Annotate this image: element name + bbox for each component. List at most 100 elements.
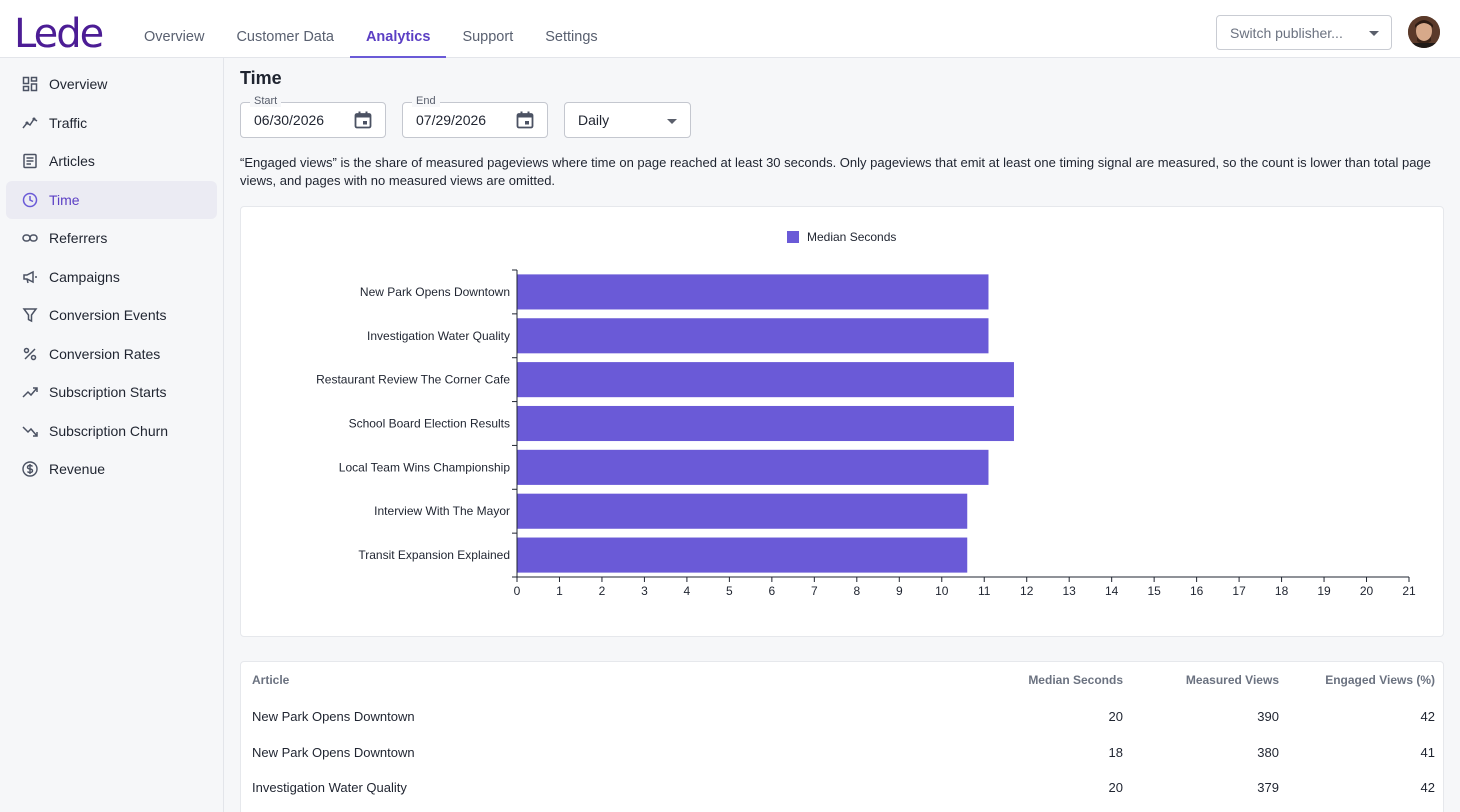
percent-icon	[23, 347, 37, 361]
publisher-placeholder: Switch publisher...	[1230, 25, 1343, 41]
articles-table: Article Median Seconds Measured Views En…	[240, 661, 1444, 812]
x-tick-label: 21	[1402, 584, 1416, 598]
publisher-select[interactable]: Switch publisher...	[1216, 15, 1392, 50]
sidebar-item-label: Conversion Events	[49, 307, 167, 323]
bar	[517, 274, 989, 310]
bar	[517, 318, 989, 354]
table-row[interactable]: Investigation Water Quality 20 379 42	[241, 770, 1443, 805]
x-tick-label: 17	[1232, 584, 1246, 598]
bar	[517, 493, 968, 529]
x-tick-label: 15	[1147, 584, 1161, 598]
sidebar: Overview Traffic Articles Time Referrers…	[0, 58, 224, 812]
dashboard-icon	[22, 76, 38, 92]
sidebar-item-label: Revenue	[49, 461, 106, 477]
x-tick-label: 1	[556, 584, 563, 598]
period-value: Daily	[578, 112, 610, 128]
calendar-icon[interactable]	[515, 110, 535, 130]
category-label: Investigation Water Quality	[367, 329, 510, 343]
column-header-engaged-views[interactable]: Engaged Views (%)	[1325, 673, 1435, 687]
tab-support[interactable]: Support	[462, 29, 514, 45]
start-date-value[interactable]: 06/30/2026	[254, 112, 325, 128]
cell-article: New Park Opens Downtown	[252, 745, 415, 760]
cell-engaged-views: 42	[1420, 780, 1435, 795]
link-icon	[22, 234, 38, 242]
table-row[interactable]: New Park Opens Downtown 18 380 41	[241, 735, 1443, 770]
start-date-label: Start	[250, 95, 282, 107]
sidebar-item-time[interactable]: Time	[6, 181, 217, 219]
sidebar-item-label: Subscription Churn	[49, 423, 169, 439]
x-tick-label: 0	[514, 584, 521, 598]
x-tick-label: 5	[726, 584, 733, 598]
x-tick-label: 10	[935, 584, 949, 598]
sidebar-item-conversion-events[interactable]: Conversion Events	[6, 296, 217, 334]
cell-engaged-views: 42	[1420, 709, 1435, 724]
start-date-field[interactable]: Start 06/30/2026	[240, 95, 386, 138]
sidebar-item-label: Subscription Starts	[49, 384, 167, 400]
sidebar-item-conversion-rates[interactable]: Conversion Rates	[6, 335, 217, 373]
end-date-field[interactable]: End 07/29/2026	[402, 95, 548, 138]
sidebar-item-revenue[interactable]: Revenue	[6, 450, 217, 488]
sidebar-item-subscription-churn[interactable]: Subscription Churn	[6, 412, 217, 450]
cell-measured-views: 379	[1257, 780, 1279, 795]
sidebar-item-traffic[interactable]: Traffic	[6, 104, 217, 142]
tab-analytics[interactable]: Analytics	[349, 0, 447, 58]
column-header-article[interactable]: Article	[252, 673, 290, 687]
dollar-icon	[22, 461, 38, 477]
megaphone-icon	[23, 270, 37, 284]
chevron-down-icon	[1369, 31, 1379, 36]
sidebar-item-label: Articles	[49, 153, 95, 169]
avatar[interactable]	[1408, 16, 1440, 48]
x-tick-label: 14	[1105, 584, 1119, 598]
bar	[517, 449, 989, 485]
category-label: New Park Opens Downtown	[360, 285, 510, 299]
sidebar-item-campaigns[interactable]: Campaigns	[6, 258, 217, 296]
calendar-icon[interactable]	[353, 110, 373, 130]
end-date-label: End	[412, 95, 440, 107]
sidebar-item-label: Referrers	[49, 230, 108, 246]
column-header-median-seconds[interactable]: Median Seconds	[1028, 673, 1123, 687]
tab-overview[interactable]: Overview	[144, 29, 205, 45]
category-label: Transit Expansion Explained	[358, 548, 510, 562]
sidebar-item-label: Traffic	[49, 115, 88, 131]
x-tick-label: 6	[769, 584, 776, 598]
sidebar-item-label: Overview	[49, 76, 108, 92]
legend-label: Median Seconds	[807, 230, 896, 244]
sidebar-item-overview[interactable]: Overview	[6, 65, 217, 103]
cell-engaged-views: 41	[1420, 745, 1435, 760]
table-row[interactable]: New Park Opens Downtown 20 390 42	[241, 699, 1443, 734]
app-logo[interactable]: Lede	[14, 11, 104, 57]
sidebar-item-articles[interactable]: Articles	[6, 142, 217, 180]
end-date-value[interactable]: 07/29/2026	[416, 112, 487, 128]
sidebar-item-label: Campaigns	[49, 269, 120, 285]
cell-article: Investigation Water Quality	[252, 780, 407, 795]
tab-customer-data[interactable]: Customer Data	[236, 29, 334, 45]
x-tick-label: 7	[811, 584, 818, 598]
cell-article: New Park Opens Downtown	[252, 709, 415, 724]
x-tick-label: 8	[853, 584, 860, 598]
column-header-measured-views[interactable]: Measured Views	[1185, 673, 1279, 687]
chevron-down-icon	[667, 119, 677, 124]
sidebar-item-referrers[interactable]: Referrers	[6, 219, 217, 257]
x-tick-label: 2	[599, 584, 606, 598]
sidebar-item-subscription-starts[interactable]: Subscription Starts	[6, 373, 217, 411]
cell-median-seconds: 18	[1108, 745, 1123, 760]
period-select[interactable]: Daily	[564, 102, 691, 138]
bar	[517, 405, 1014, 442]
chart-card: Median Seconds New Park Opens Downtown Inv…	[240, 206, 1444, 637]
top-bar: Lede Overview Customer Data Analytics Su…	[0, 0, 1460, 58]
x-tick-label: 20	[1360, 584, 1374, 598]
tab-settings[interactable]: Settings	[545, 29, 598, 45]
x-tick-label: 19	[1317, 584, 1331, 598]
page-title: Time	[240, 68, 282, 88]
cell-measured-views: 390	[1257, 709, 1279, 724]
bar	[517, 537, 968, 573]
median-seconds-chart: Median Seconds New Park Opens Downtown Inv…	[316, 230, 1416, 598]
sidebar-item-label: Conversion Rates	[49, 346, 161, 362]
x-tick-label: 4	[684, 584, 691, 598]
x-tick-label: 16	[1190, 584, 1204, 598]
trending-up-icon	[22, 387, 38, 398]
x-tick-label: 18	[1275, 584, 1289, 598]
trending-down-icon	[22, 426, 38, 437]
sidebar-item-label: Time	[49, 192, 80, 208]
x-tick-label: 12	[1020, 584, 1034, 598]
